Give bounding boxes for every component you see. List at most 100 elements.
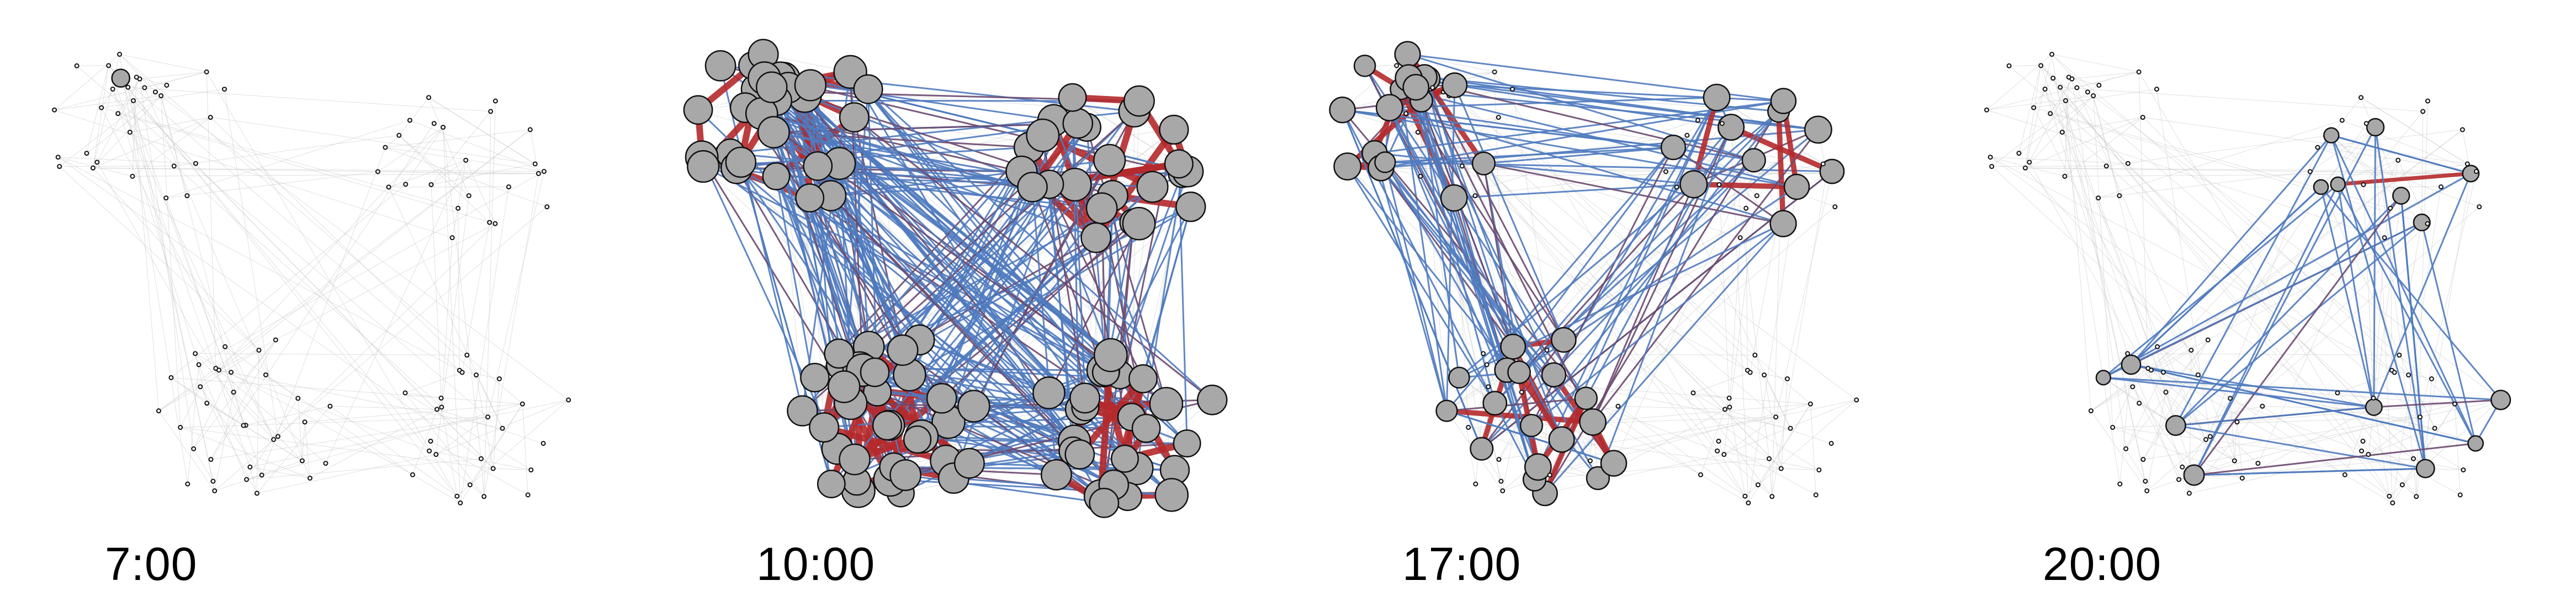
- node: [1500, 488, 1506, 493]
- node: [2022, 165, 2028, 171]
- background-edge: [457, 484, 470, 497]
- network-panel-0700: [52, 51, 571, 505]
- background-edge: [1772, 173, 1827, 497]
- background-edge: [1746, 208, 1748, 371]
- node: [131, 98, 136, 103]
- background-edge: [1719, 184, 1730, 407]
- node: [2123, 446, 2129, 451]
- background-edge: [2234, 422, 2238, 461]
- active-node: [2313, 179, 2329, 195]
- background-edge: [378, 127, 443, 172]
- node: [1755, 482, 1761, 488]
- nodes: [52, 51, 571, 505]
- node: [2180, 464, 2185, 470]
- active-node: [2392, 187, 2410, 205]
- background-edge: [198, 171, 544, 365]
- node: [55, 155, 61, 160]
- node: [458, 500, 463, 505]
- active-edge: [1530, 222, 1784, 427]
- background-edge: [210, 417, 488, 460]
- node: [2457, 492, 2463, 498]
- background-edge: [1986, 109, 2385, 238]
- active-node: [1804, 115, 1832, 144]
- active-node: [704, 50, 736, 82]
- active-node: [926, 382, 957, 414]
- node: [490, 466, 496, 471]
- node: [426, 95, 432, 100]
- background-edge: [2363, 184, 2374, 407]
- active-node: [1085, 192, 1118, 225]
- background-edge: [2337, 392, 2374, 398]
- node: [1769, 494, 1775, 499]
- background-edge: [2338, 127, 2376, 185]
- active-edge: [876, 391, 1129, 498]
- node: [2418, 414, 2423, 420]
- nodes: [1984, 51, 2511, 505]
- background-edge: [266, 374, 413, 475]
- node: [2063, 98, 2069, 103]
- background-edge: [210, 117, 476, 375]
- background-edge: [2053, 78, 2390, 497]
- active-node: [1040, 459, 1072, 491]
- node: [90, 165, 96, 171]
- background-edge: [193, 448, 214, 482]
- background-edge: [158, 411, 215, 491]
- node: [1784, 376, 1790, 381]
- background-edge: [2098, 120, 2342, 199]
- active-edge: [2400, 195, 2426, 470]
- background-edge: [1693, 372, 1751, 393]
- active-edge: [849, 71, 1107, 374]
- active-node: [756, 71, 788, 103]
- background-edge: [529, 129, 539, 174]
- node: [1418, 173, 1423, 179]
- background-edge: [256, 350, 259, 493]
- node: [99, 105, 104, 110]
- node: [1762, 372, 1767, 378]
- node: [2387, 493, 2392, 499]
- background-edge: [2024, 65, 2042, 168]
- background-edge: [399, 135, 490, 223]
- node: [467, 482, 473, 488]
- background-edge: [1990, 157, 2414, 459]
- node: [168, 375, 174, 380]
- background-edge: [1986, 95, 2093, 110]
- active-edge: [902, 349, 1081, 456]
- node: [536, 171, 541, 177]
- active-node: [860, 357, 890, 387]
- background-edge: [459, 370, 500, 379]
- background-edge: [219, 370, 503, 429]
- active-edge: [2373, 399, 2502, 408]
- background-edge: [250, 466, 310, 478]
- background-edge: [330, 406, 437, 410]
- background-edge: [2029, 162, 2179, 425]
- node: [307, 475, 312, 481]
- background-edge: [187, 364, 199, 484]
- active-edge: [1592, 129, 1819, 423]
- node: [466, 193, 471, 199]
- node: [2096, 82, 2102, 88]
- node: [2125, 161, 2130, 166]
- active-edge: [2373, 126, 2377, 408]
- background-edge: [206, 72, 216, 369]
- active-edge: [775, 175, 1086, 408]
- background-edge: [2373, 237, 2385, 407]
- background-edge: [405, 127, 444, 185]
- node: [134, 74, 139, 80]
- background-edge: [1990, 157, 2392, 371]
- node: [2260, 403, 2265, 409]
- background-edge: [278, 223, 496, 437]
- active-node: [839, 443, 871, 476]
- active-node: [1507, 360, 1531, 385]
- background-edge: [198, 364, 247, 480]
- node: [1726, 395, 1732, 401]
- active-node: [762, 162, 791, 190]
- background-edge: [1991, 166, 2192, 350]
- active-node: [1679, 170, 1708, 199]
- active-node: [2330, 176, 2346, 193]
- node: [2452, 401, 2457, 407]
- background-edge: [119, 54, 188, 484]
- node: [492, 221, 498, 226]
- node: [1459, 163, 1465, 169]
- node: [1854, 397, 1859, 403]
- active-node: [887, 334, 919, 366]
